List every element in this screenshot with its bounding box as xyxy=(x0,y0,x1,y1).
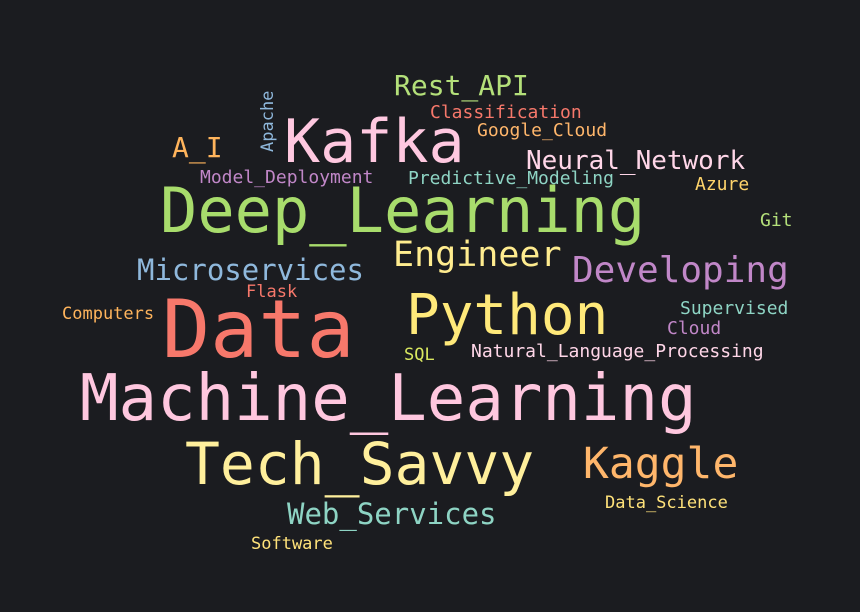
word-data: Data xyxy=(162,283,355,376)
word-data-science: Data_Science xyxy=(605,493,728,513)
word-kaggle: Kaggle xyxy=(583,439,739,489)
word-software: Software xyxy=(251,534,333,554)
word-microservices: Microservices xyxy=(137,253,364,287)
word-rest-api: Rest_API xyxy=(394,69,529,102)
word-flask: Flask xyxy=(246,282,298,302)
word-model-deployment: Model_Deployment xyxy=(200,167,374,188)
word-neural-network: Neural_Network xyxy=(526,146,746,176)
word-machine-learning: Machine_Learning xyxy=(80,362,697,436)
word-kafka: Kafka xyxy=(284,107,465,177)
word-web-services: Web_Services xyxy=(287,497,497,531)
word-sql: SQL xyxy=(404,345,435,365)
word-predictive-modeling: Predictive_Modeling xyxy=(408,168,614,189)
word-supervised: Supervised xyxy=(680,298,789,319)
word-tech-savvy: Tech_Savvy xyxy=(185,430,535,498)
word-natural-language-processing: Natural_Language_Processing xyxy=(471,341,764,362)
word-azure: Azure xyxy=(695,174,750,195)
word-developing: Developing xyxy=(572,250,789,291)
word-git: Git xyxy=(760,210,793,231)
word-computers: Computers xyxy=(62,304,155,324)
word-python: Python xyxy=(406,283,609,348)
word-classification: Classification xyxy=(430,102,582,123)
word-engineer: Engineer xyxy=(393,235,562,275)
word-cloud: Cloud xyxy=(667,318,722,339)
word-deep-learning: Deep_Learning xyxy=(160,174,646,247)
word-apache: Apache xyxy=(258,90,278,152)
word-a-i: A_I xyxy=(172,131,223,164)
word-google-cloud: Google_Cloud xyxy=(477,120,608,141)
